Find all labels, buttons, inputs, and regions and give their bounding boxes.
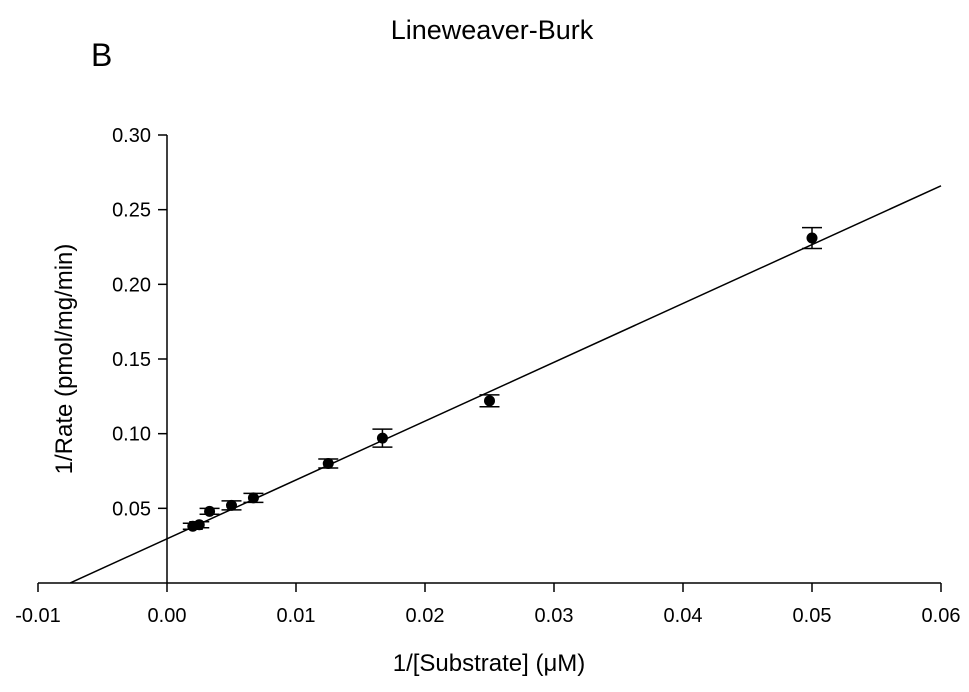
data-point-marker <box>193 519 205 531</box>
x-tick-label: 0.00 <box>148 605 187 627</box>
data-point-marker <box>226 499 237 511</box>
y-tick-label: 0.25 <box>112 200 151 222</box>
data-point <box>802 226 822 250</box>
data-point <box>199 505 220 517</box>
x-axis-ticks: -0.01 0.00 0.01 0.02 0.03 0.04 0.05 0.06 <box>15 583 960 627</box>
data-point <box>372 428 393 448</box>
data-point <box>189 519 210 531</box>
y-tick-label: 0.10 <box>112 424 151 446</box>
x-tick-label: 0.02 <box>406 605 445 627</box>
regression-line <box>69 185 942 584</box>
data-point-marker <box>322 458 334 470</box>
data-point-marker <box>204 505 216 517</box>
y-tick-label: 0.05 <box>112 498 151 520</box>
x-tick-label: 0.06 <box>922 605 961 627</box>
data-point <box>318 458 339 470</box>
x-tick-label: -0.01 <box>15 605 61 627</box>
data-point <box>221 499 242 511</box>
data-point-marker <box>806 232 818 244</box>
panel-letter: B <box>91 37 112 73</box>
x-tick-label: 0.03 <box>535 605 574 627</box>
x-axis-label: 1/[Substrate] (μM) <box>393 650 586 677</box>
regression-line-group <box>69 185 942 584</box>
x-tick-label: 0.01 <box>277 605 316 627</box>
y-axis-label: 1/Rate (pmol/mg/min) <box>51 244 78 475</box>
data-point-marker <box>376 432 388 444</box>
y-tick-label: 0.30 <box>112 125 151 147</box>
data-point <box>243 492 264 504</box>
x-tick-label: 0.04 <box>664 605 703 627</box>
y-tick-label: 0.15 <box>112 349 151 371</box>
data-points <box>182 226 822 532</box>
axes <box>38 135 941 584</box>
data-point <box>479 394 500 408</box>
y-axis-ticks: 0.05 0.10 0.15 0.20 0.25 0.30 <box>112 125 167 520</box>
data-point-marker <box>484 395 495 407</box>
x-tick-label: 0.05 <box>793 605 832 627</box>
chart-title: Lineweaver-Burk <box>391 15 594 45</box>
y-tick-label: 0.20 <box>112 274 151 296</box>
data-point-marker <box>247 492 259 504</box>
